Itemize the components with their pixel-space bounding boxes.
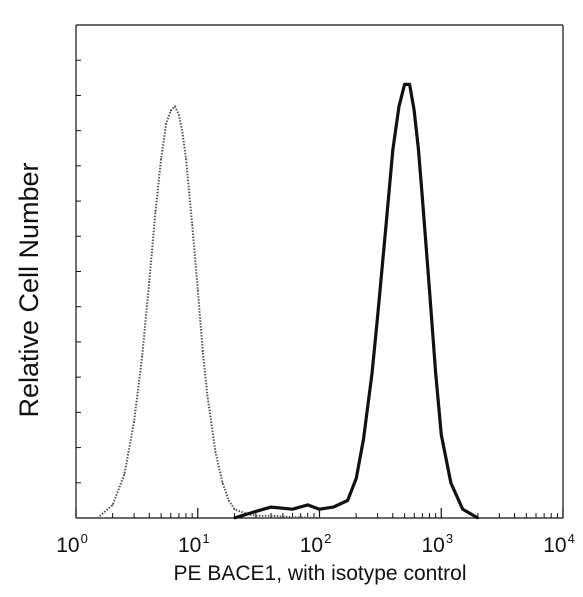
isotype-control-histogram [96,105,320,519]
histogram-point [233,516,236,520]
histogram-point [397,105,401,108]
x-tick-label: 104 [543,531,575,557]
histogram-point [197,289,199,292]
x-tick-label: 103 [421,531,453,557]
histogram-point [141,355,143,357]
histogram-point [191,223,193,226]
histogram-point [148,280,151,283]
histogram-point [391,148,394,152]
histogram-point [221,482,224,484]
histogram-point [421,197,424,200]
histogram-point [417,148,420,152]
histogram-point [185,158,187,160]
histogram-point [476,516,480,520]
y-ticks [76,24,81,519]
histogram-point [123,473,126,476]
histogram-point [355,477,358,480]
histogram-point [306,503,309,507]
histogram-point [413,109,416,112]
histogram-point [434,372,437,375]
histogram-point [332,505,335,509]
histogram-point [233,508,236,511]
histogram-point [96,517,99,519]
histogram-point [165,123,167,125]
x-tick-label: 100 [56,531,88,557]
histogram-point [291,508,294,511]
histogram-point [214,451,217,454]
histogram-point [228,499,230,502]
bace1-histogram [233,82,479,520]
histogram-point [178,114,180,116]
histogram-point [111,504,114,506]
histogram-point [376,315,379,318]
histogram-point [384,227,387,231]
histogram-point [461,508,464,511]
histogram-point [133,420,135,423]
histogram-point [291,516,294,518]
x-axis-label: PE BACE1, with isotype control [174,562,467,585]
histogram-point [346,499,349,502]
histogram-point [254,510,257,513]
x-tick-label: 101 [178,531,210,557]
histogram-point [403,83,406,86]
plot-frame [75,24,564,519]
x-tick-label: 102 [300,531,332,557]
histogram-point [428,289,431,292]
histogram-point [255,515,257,517]
histogram-point [270,515,272,517]
histogram-point [181,131,184,134]
x-tick-labels: 100 101 102 103 104 [56,531,575,557]
histogram-point [269,505,273,509]
histogram-point [449,481,453,485]
histogram-point [362,438,365,441]
histogram-point [154,210,157,213]
y-axis-label: Relative Cell Number [14,162,44,417]
histogram-point [440,433,443,436]
histogram-point [169,109,172,112]
x-minor-ticks [112,513,558,518]
histogram-point [318,508,321,511]
histogram-point [174,105,176,108]
histogram-point [408,83,411,86]
histogram-point [318,517,321,519]
histogram-point [206,394,209,397]
histogram-point [202,350,204,353]
series-layer [96,82,480,520]
histogram-point [160,158,162,160]
histogram-point [370,372,374,375]
